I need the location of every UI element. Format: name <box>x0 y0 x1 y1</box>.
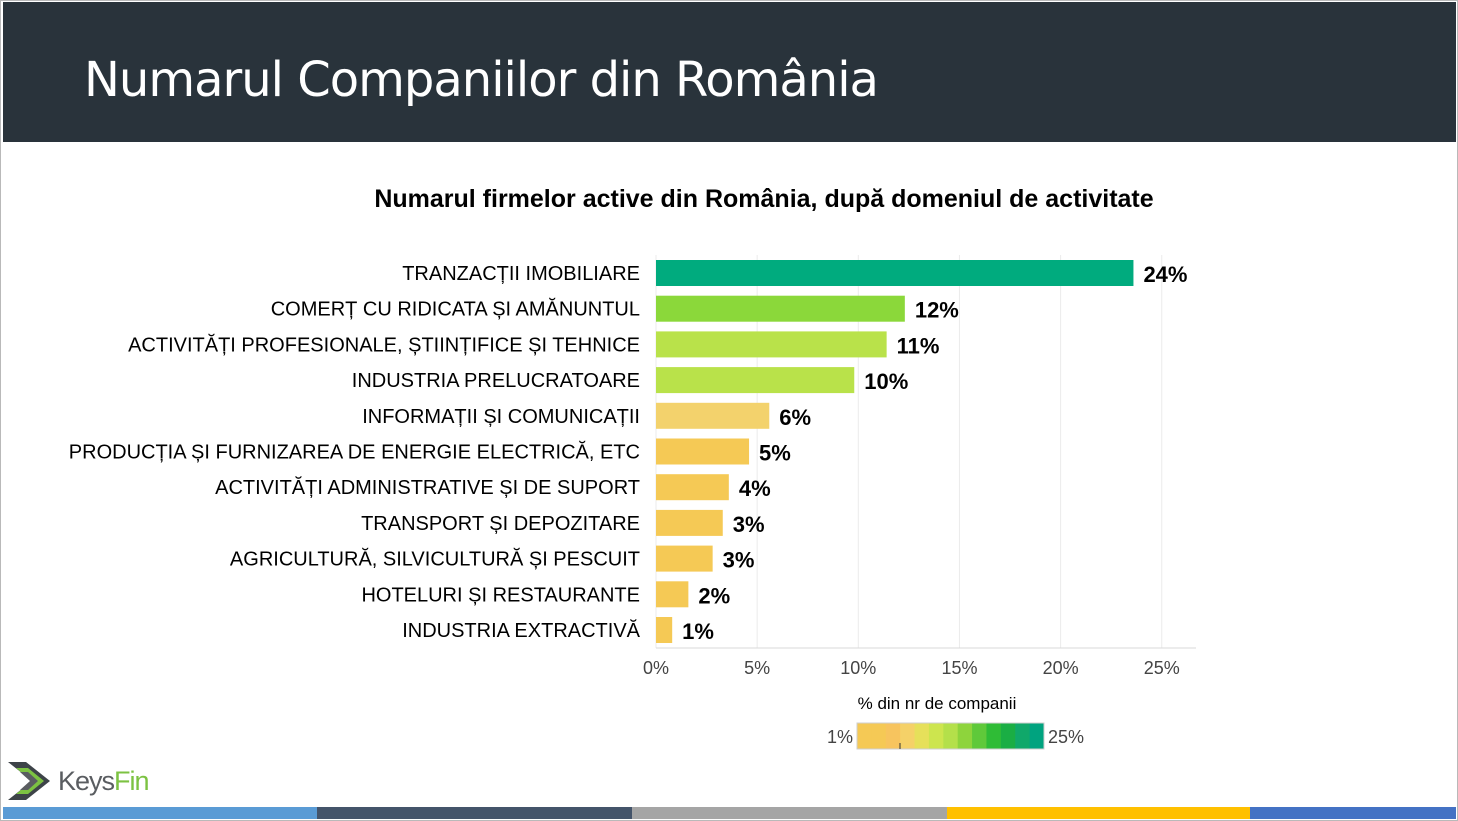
category-label: INFORMAȚII ȘI COMUNICAȚII <box>362 406 640 428</box>
footer-stripe-3 <box>632 807 947 819</box>
logo-text-keys: Keys <box>58 766 115 796</box>
value-label: 24% <box>1143 262 1187 287</box>
value-label: 3% <box>723 548 755 573</box>
legend-swatch <box>928 723 944 749</box>
value-label: 4% <box>739 476 771 501</box>
category-label: INDUSTRIA PRELUCRATOARE <box>352 370 640 392</box>
logo-text: KeysFin <box>58 764 150 798</box>
value-label: 1% <box>682 619 714 644</box>
keysfin-logo: KeysFin <box>6 758 166 804</box>
bar <box>656 509 723 536</box>
chart-bars <box>656 260 1134 643</box>
chart-labels: TRANZACȚII IMOBILIARE 24% COMERȚ CU RIDICA… <box>69 262 1188 644</box>
category-label: ACTIVITĂȚI PROFESIONALE, ȘTIINȚIFICE ȘI … <box>128 333 640 356</box>
bar <box>656 474 729 501</box>
legend-swatch <box>914 723 930 749</box>
value-label: 5% <box>759 441 791 466</box>
legend-swatch <box>957 723 973 749</box>
category-label: TRANSPORT ȘI DEPOZITARE <box>361 513 640 535</box>
x-tick-label: 15% <box>941 658 977 678</box>
chart-title: Numarul firmelor active din România, dup… <box>374 185 1154 213</box>
x-tick-label: 20% <box>1043 658 1079 678</box>
footer-stripe-1 <box>3 807 317 819</box>
category-label: AGRICULTURĂ, SILVICULTURĂ ȘI PESCUIT <box>230 548 640 571</box>
header-bar <box>3 2 1456 142</box>
bar <box>656 617 673 643</box>
x-tick-label: 10% <box>840 658 876 678</box>
logo-text-fin: Fin <box>114 766 150 796</box>
value-label: 12% <box>915 298 959 323</box>
bar <box>656 438 750 465</box>
category-label: TRANZACȚII IMOBILIARE <box>402 263 640 285</box>
slide-title: Numarul Companiilor din România <box>84 52 879 108</box>
footer-stripe-4 <box>947 807 1250 819</box>
category-label: PRODUCȚIA ȘI FURNIZAREA DE ENERGIE ELECT… <box>69 441 640 464</box>
legend-swatch <box>1000 723 1016 749</box>
bar <box>656 545 713 572</box>
legend-swatch <box>986 723 1002 749</box>
value-label: 11% <box>897 333 940 358</box>
legend-min-label: 1% <box>827 727 853 747</box>
category-label: HOTELURI ȘI RESTAURANTE <box>361 584 640 606</box>
value-label: 10% <box>864 369 908 394</box>
legend-frame <box>856 722 1045 750</box>
x-tick-label: 25% <box>1144 658 1180 678</box>
legend-title: % din nr de companii <box>858 694 1017 713</box>
footer-stripe-2 <box>317 807 632 819</box>
legend-swatch <box>871 723 887 749</box>
logo-chevron-icon <box>8 762 50 800</box>
value-label: 2% <box>698 583 730 608</box>
category-label: COMERȚ CU RIDICATA ȘI AMĂNUNTUL <box>271 298 640 321</box>
value-label: 6% <box>779 405 811 430</box>
category-label: ACTIVITĂȚI ADMINISTRATIVE ȘI DE SUPORT <box>215 476 640 499</box>
footer-stripe-5 <box>1250 807 1456 819</box>
category-label: INDUSTRIA EXTRACTIVĂ <box>402 619 640 642</box>
x-tick-label: 0% <box>643 658 669 678</box>
bar <box>656 295 905 322</box>
footer-stripes <box>3 807 1456 819</box>
color-legend: % din nr de companii 1% 25% <box>827 694 1084 750</box>
x-tick-label: 5% <box>744 658 770 678</box>
legend-max-label: 25% <box>1048 727 1084 747</box>
chart-x-axis: 0% 5% 10% 15% 20% 25% <box>643 647 1196 678</box>
bar <box>656 581 689 608</box>
legend-swatch <box>943 723 959 749</box>
legend-swatch <box>1029 723 1045 749</box>
legend-swatch <box>885 723 901 749</box>
bar <box>656 331 887 358</box>
bar <box>656 260 1134 286</box>
value-label: 3% <box>733 512 765 537</box>
legend-swatch <box>857 723 872 749</box>
legend-swatch <box>972 723 987 749</box>
legend-swatch <box>1015 723 1031 749</box>
bar <box>656 402 770 429</box>
legend-swatch <box>900 723 916 749</box>
bar <box>656 367 855 394</box>
